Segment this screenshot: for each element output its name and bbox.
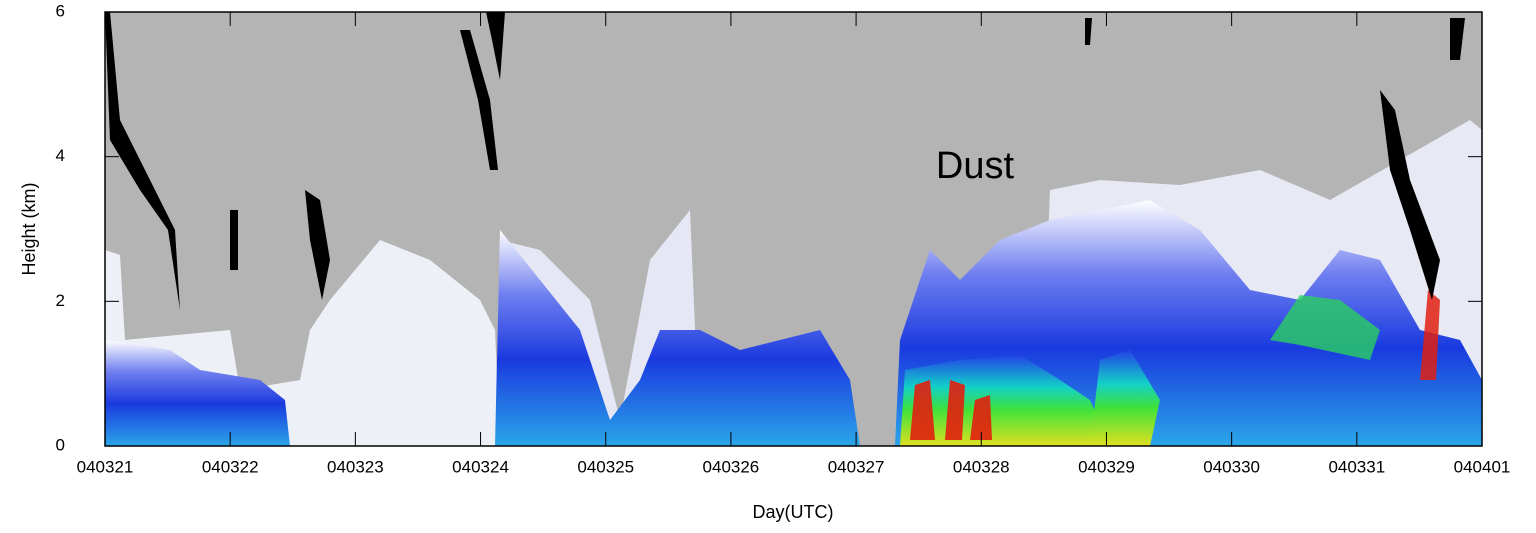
annotation: Dust [936,145,1015,187]
x-tick-label: 040327 [828,457,885,476]
y-tick-label: 0 [56,435,65,454]
x-tick-label: 040326 [703,457,760,476]
y-tick-label: 2 [56,291,65,310]
backscatter-field [105,12,1482,446]
x-tick-label: 040321 [77,457,134,476]
y-tick-label: 6 [56,1,65,20]
x-axis-label: Day(UTC) [753,502,834,522]
x-tick-label: 040331 [1328,457,1385,476]
x-tick-label: 040401 [1454,457,1511,476]
x-tick-label: 040322 [202,457,259,476]
plot-frame [104,11,1483,447]
x-tick-label: 040328 [953,457,1010,476]
x-tick-label: 040330 [1203,457,1260,476]
x-tick-label: 040323 [327,457,384,476]
x-tick-label: 040324 [452,457,509,476]
y-axis-label: Height (km) [19,182,39,275]
y-tick-label: 4 [56,146,65,165]
x-tick-label: 040329 [1078,457,1135,476]
x-tick-label: 040325 [577,457,634,476]
